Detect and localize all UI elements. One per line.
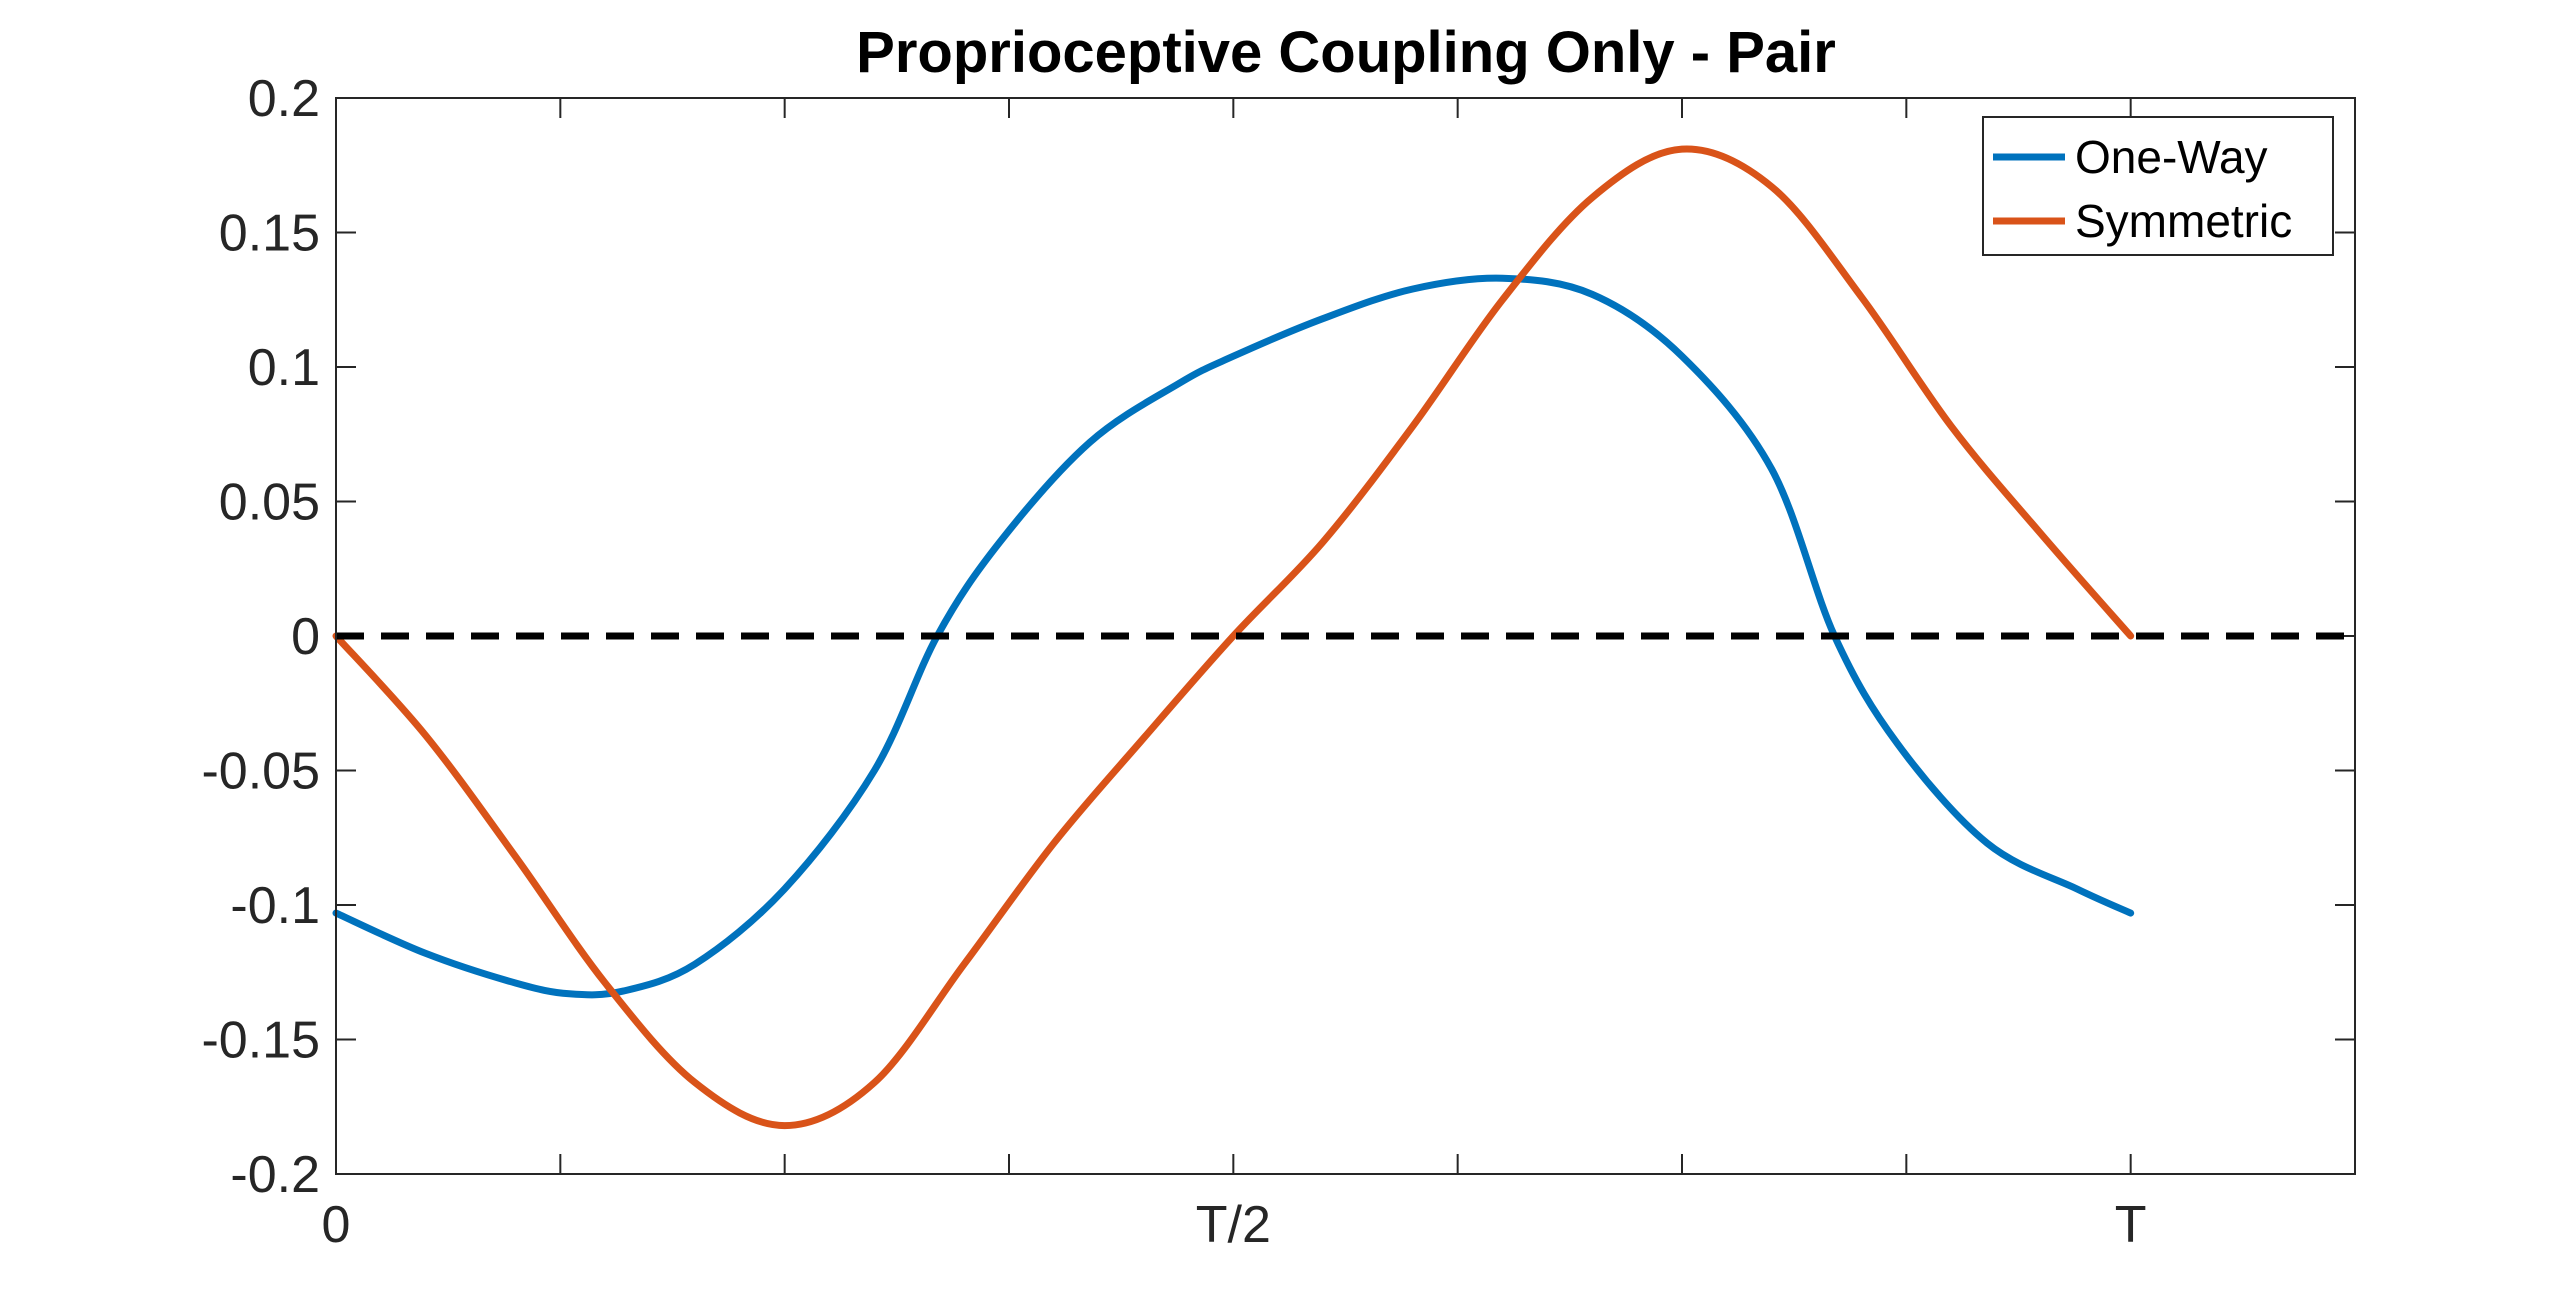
legend-label-one-way: One-Way: [2075, 131, 2268, 183]
axes-frame: [335, 97, 2356, 1175]
y-tick-label: 0.2: [248, 70, 320, 128]
y-tick-label: 0.05: [219, 474, 320, 532]
y-tick-label: 0.1: [248, 339, 320, 397]
x-tick-label: T/2: [1196, 1196, 1271, 1254]
y-tick-label: 0.15: [219, 205, 320, 263]
x-tick-label: 0: [322, 1196, 351, 1254]
y-tick-label: -0.1: [230, 877, 320, 935]
series-line-symmetric: [332, 145, 2135, 1130]
y-tick-label: -0.2: [230, 1146, 320, 1204]
y-tick-label: 0: [291, 608, 320, 666]
chart-title: Proprioceptive Coupling Only - Pair: [856, 20, 1836, 85]
series-line-one-way: [332, 274, 2135, 999]
plot-area: 0 T/2 T 0.2 0.15 0.1 0.05 0 -0.05 -0.1 -0.15 -0.2: [201, 70, 2356, 1254]
y-tick-label: -0.15: [201, 1012, 320, 1070]
y-tick-label: -0.05: [201, 743, 320, 801]
legend-label-symmetric: Symmetric: [2075, 195, 2292, 247]
x-tick-label: T: [2115, 1196, 2147, 1254]
legend-box: [1982, 116, 2334, 256]
legend: One-Way Symmetric: [1982, 116, 2334, 256]
